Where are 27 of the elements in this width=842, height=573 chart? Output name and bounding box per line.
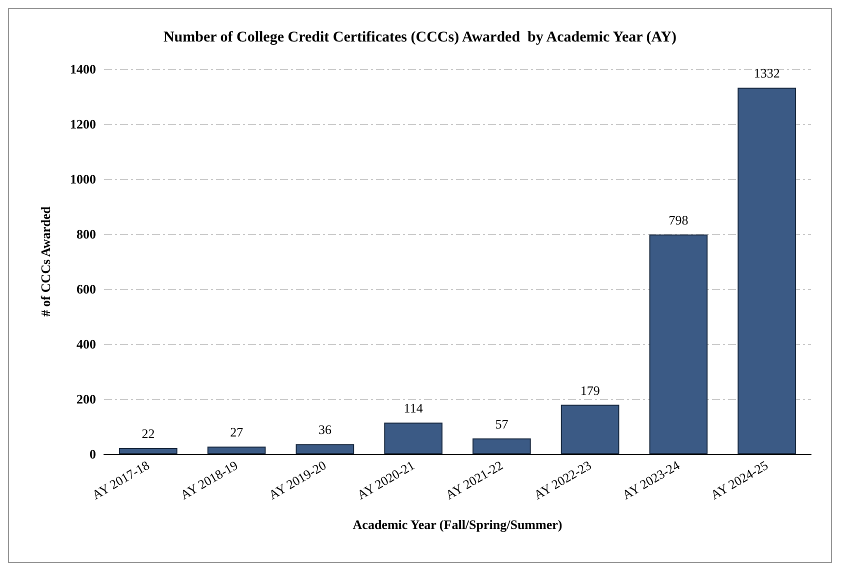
bar	[472, 438, 531, 454]
chart-title: Number of College Credit Certificates (CCCs) Awarded by Academic Year (AY)	[163, 30, 677, 46]
bar	[119, 448, 178, 454]
x-axis-title: Academic Year (Fall/Spring/Summer)	[352, 517, 562, 532]
bar	[738, 88, 796, 454]
data-label: 179	[580, 382, 600, 398]
y-tick-label: 400	[76, 336, 96, 352]
y-tick-label: 800	[76, 226, 96, 242]
y-tick-label: 1000	[70, 172, 96, 186]
y-tick-label: 0	[90, 446, 96, 462]
data-label: 57	[495, 416, 509, 432]
y-tick-label: 600	[76, 282, 96, 296]
y-tick-label: 1200	[70, 116, 96, 132]
data-label: 22	[142, 426, 155, 441]
data-label: 36	[318, 422, 332, 438]
bar	[207, 446, 266, 454]
y-axis-title: # of CCCs Awarded	[38, 206, 53, 316]
bar	[560, 404, 620, 454]
y-tick-label: 200	[76, 392, 96, 406]
data-label: 798	[668, 212, 688, 228]
bar	[649, 234, 708, 454]
bar	[296, 444, 354, 454]
data-label: 1332	[754, 66, 780, 81]
data-label: 27	[230, 424, 244, 440]
bar	[384, 422, 442, 454]
y-tick-label: 1400	[70, 62, 96, 76]
data-label: 114	[404, 400, 424, 416]
